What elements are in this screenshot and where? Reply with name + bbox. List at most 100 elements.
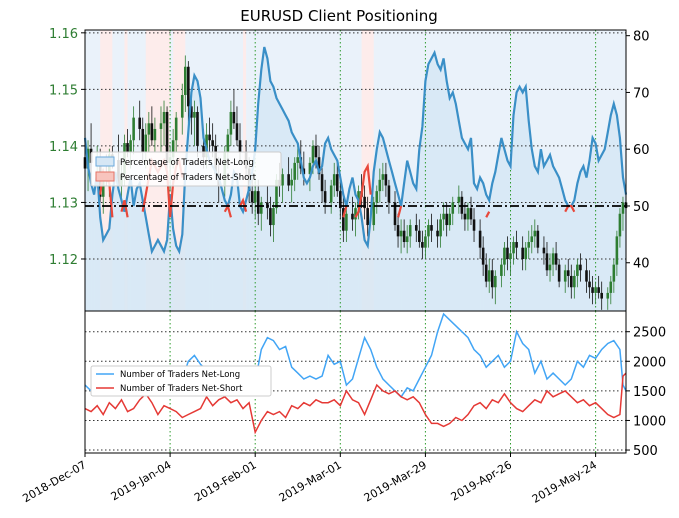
candle-body [196, 111, 199, 146]
candle-body [302, 168, 306, 175]
candle-body [132, 117, 135, 141]
percent-tick-label: 70 [633, 86, 650, 101]
percent-axis: 80 70 60 50 40 [626, 30, 650, 272]
candle-body [235, 123, 239, 141]
candle-body [463, 213, 467, 220]
percent-tick-label: 40 [633, 257, 650, 272]
candle-body [308, 162, 312, 175]
sentiment-band [410, 30, 414, 311]
price-axis: 1.16 1.15 1.14 1.13 1.12 [49, 27, 85, 268]
candle-body [256, 191, 260, 214]
candle-body [557, 264, 561, 282]
candle-body [342, 208, 345, 231]
candle-body [281, 174, 284, 186]
candle-body [563, 270, 567, 282]
date-tick-label: 2019-Feb-01 [192, 458, 259, 504]
count-tick-label: 500 [633, 444, 658, 459]
date-tick-label: 2019-Mar-01 [277, 458, 344, 504]
candle-body [494, 275, 497, 288]
candle-body [193, 111, 196, 118]
candle-body [296, 157, 300, 163]
net-long-percent-line [83, 46, 628, 255]
candle-body [554, 253, 558, 265]
sentiment-band [565, 30, 569, 311]
sentiment-band [492, 30, 496, 311]
candle-body [317, 157, 321, 175]
sentiment-band [489, 30, 493, 311]
candle-body [533, 230, 537, 237]
candle-body [500, 264, 503, 276]
sentiment-band [355, 30, 359, 311]
candle-body [408, 225, 412, 237]
percent-tick-label: 80 [633, 30, 650, 45]
candle-body [335, 174, 339, 192]
sentiment-band [413, 30, 417, 311]
candle-body [323, 191, 327, 203]
sentiment-band [349, 30, 353, 311]
candle-body [524, 247, 528, 259]
candle-body [372, 202, 376, 226]
sentiment-band [303, 30, 308, 311]
candle-body [171, 140, 175, 158]
candle-body [232, 111, 236, 124]
percent-tick-label: 50 [633, 200, 650, 215]
candle-body [329, 185, 333, 203]
sentiment-band [483, 30, 487, 311]
candle-body [311, 145, 315, 163]
candle-body [138, 117, 142, 129]
candle-body [275, 179, 278, 209]
candle-body [418, 230, 421, 243]
candle-body [576, 264, 579, 276]
candle-body [402, 230, 406, 243]
count-tick-label: 1500 [633, 385, 666, 400]
candle-body [521, 247, 524, 259]
net-long-area [85, 47, 626, 311]
candle-body [506, 247, 509, 259]
candle-body [250, 191, 254, 203]
candle-body [469, 208, 473, 220]
candle-body [351, 213, 354, 220]
candle-body [320, 174, 324, 192]
candle-body [144, 134, 148, 152]
date-tick-label: 2019-Jan-04 [109, 458, 174, 503]
price-tick-label: 1.13 [49, 196, 78, 211]
candle-body [165, 111, 169, 163]
net-long-count-legend-label: Number of Traders Net-Long [120, 370, 240, 380]
net-short-percent-line-segment [342, 205, 348, 218]
bottom-legend: Number of Traders Net-Long Number of Tra… [90, 365, 272, 397]
candle-body [424, 236, 427, 248]
candle-body [272, 208, 275, 226]
candle-body [129, 140, 132, 152]
candle-body [597, 287, 600, 293]
candle-body [384, 174, 388, 186]
candle-body [159, 123, 163, 129]
candle-body [153, 128, 157, 141]
candle-body [478, 230, 482, 248]
candle-body [414, 225, 418, 231]
candle-body [594, 287, 597, 293]
candle-body [551, 253, 555, 265]
net-short-percent-line-segment [120, 200, 129, 218]
net-short-count-line [84, 372, 627, 435]
candle-body [190, 106, 193, 118]
candle-body [536, 230, 540, 248]
candle-body [490, 270, 494, 288]
candle-body [515, 242, 518, 248]
sentiment-band [559, 30, 563, 311]
candle-body [436, 230, 439, 237]
chart-title: EURUSD Client Positioning [240, 7, 438, 25]
candle-body [226, 134, 230, 152]
date-tick-label: 2019-Mar-29 [362, 458, 429, 504]
candle-body [229, 111, 233, 135]
bottom-panel-frame [84, 310, 627, 454]
candle-body [591, 287, 594, 293]
sentiment-band [346, 30, 350, 311]
candle-body [588, 281, 591, 288]
candle-body [466, 208, 470, 220]
candle-body [345, 213, 348, 231]
count-tick-label: 2000 [633, 355, 666, 370]
candle-body [339, 191, 342, 209]
date-tick-label: 2018-Dec-07 [20, 458, 88, 505]
sentiment-band [340, 30, 344, 311]
sentiment-band [306, 30, 311, 311]
